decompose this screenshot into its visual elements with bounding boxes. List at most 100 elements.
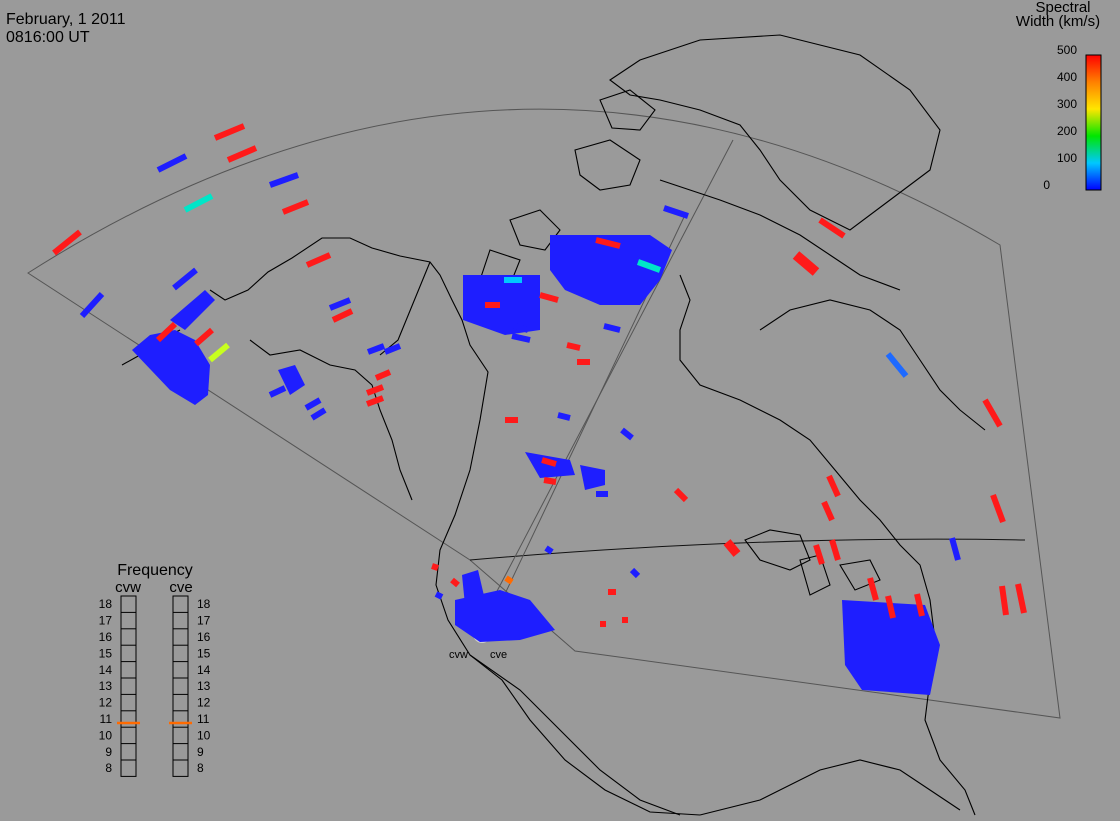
scatter-cell: [268, 385, 287, 398]
color-tick: 100: [1057, 151, 1077, 165]
frequency-scale-label: 13: [197, 679, 211, 693]
scatter-cell: [620, 427, 634, 441]
scatter-cell: [673, 487, 689, 503]
scatter-cell: [268, 172, 300, 188]
scatter-patch: [170, 290, 215, 330]
scatter-cell: [511, 333, 531, 343]
color-tick: 300: [1057, 97, 1077, 111]
scatter-cell: [792, 251, 820, 276]
scatter-cell: [557, 412, 571, 421]
color-legend-title: Spectral: [1035, 0, 1090, 16]
scatter-cell: [826, 474, 841, 498]
scatter-cell: [304, 397, 322, 411]
scatter-patch: [278, 365, 305, 395]
scatter-cell: [281, 199, 310, 215]
scatter-cell: [885, 352, 909, 378]
scatter-patch: [132, 330, 210, 405]
map-time: 0816:00 UT: [6, 29, 90, 46]
frequency-scale-label: 12: [99, 696, 113, 710]
scatter-cell: [595, 237, 621, 249]
scatter-cell: [541, 457, 557, 467]
scatter-cell: [194, 327, 214, 347]
scatter-cell: [156, 153, 188, 173]
frequency-scale-label: 14: [197, 663, 211, 677]
frequency-radar-label: cve: [169, 579, 192, 596]
scatter-cell: [821, 500, 835, 522]
scatter-cell: [539, 292, 559, 303]
frequency-scale-right: 18 17 16 15 14 13 12 11 10 9 8: [197, 597, 211, 775]
frequency-scale-label: 16: [197, 630, 211, 644]
frequency-title: Frequency: [117, 562, 193, 579]
scatter-cell: [305, 252, 332, 268]
scatter-cell: [949, 537, 961, 561]
scatter-cell: [504, 575, 514, 585]
scatter-patch: [842, 600, 940, 695]
color-legend: Spectral Width (km/s) 500 400 300 200 10…: [1016, 0, 1102, 192]
frequency-scale-label: 18: [197, 597, 211, 611]
scatter-cell: [818, 217, 846, 239]
map-date: February, 1 2011: [6, 11, 126, 28]
color-tick: 400: [1057, 70, 1077, 84]
scatter-cell: [434, 591, 444, 600]
backscatter-cells: [52, 123, 1027, 695]
frequency-scale-label: 17: [99, 614, 113, 628]
frequency-scale-label: 13: [99, 679, 113, 693]
frequency-scale-label: 10: [197, 728, 211, 742]
scatter-cell: [829, 539, 841, 561]
frequency-scale-label: 9: [197, 745, 204, 759]
frequency-scale-label: 18: [99, 597, 113, 611]
scatter-cell: [208, 342, 230, 363]
scatter-patch: [463, 275, 540, 335]
scatter-cell: [365, 395, 385, 407]
frequency-scale-label: 12: [197, 696, 211, 710]
scatter-cell: [155, 321, 178, 343]
scatter-streaks: [52, 123, 1027, 627]
frequency-radar-label: cvw: [115, 579, 141, 596]
frequency-panel: Frequency cvw cve 18 17 16 15 14 13 12 11 10 9 8 1…: [99, 562, 211, 777]
frequency-scale-label: 16: [99, 630, 113, 644]
scatter-cell: [544, 545, 554, 555]
frequency-scale-label: 15: [99, 646, 113, 660]
scatter-patch: [580, 465, 605, 490]
scatter-cell: [310, 407, 327, 421]
scatter-cell: [431, 563, 439, 571]
frequency-scale-label: 10: [99, 728, 113, 742]
scatter-cell: [365, 384, 385, 396]
scatter-cell: [603, 323, 621, 333]
scatter-cell: [867, 577, 879, 601]
color-tick: 0: [1043, 178, 1050, 192]
scatter-cell: [885, 595, 896, 619]
scatter-cell: [1015, 583, 1027, 614]
frequency-scale-label: 14: [99, 663, 113, 677]
scatter-cell: [366, 343, 386, 355]
scatter-patch: [462, 570, 485, 605]
scatter-cell: [990, 493, 1006, 524]
scatter-cell: [813, 544, 825, 565]
frequency-scale-label: 8: [105, 761, 112, 775]
scatter-cell: [183, 193, 214, 213]
scatter-cell: [383, 343, 402, 355]
scatter-cell: [636, 259, 662, 273]
scatter-cell: [723, 539, 741, 557]
site-label-cve: cve: [490, 649, 507, 661]
site-label-cvw: cvw: [449, 649, 468, 661]
scatter-cell: [213, 123, 246, 141]
scatter-cell: [374, 369, 392, 381]
scatter-cell: [663, 205, 689, 219]
frequency-scale-label: 8: [197, 761, 204, 775]
scatter-cell: [543, 477, 557, 485]
color-bar: [1085, 54, 1102, 191]
scatter-cell: [511, 322, 529, 333]
scatter-cell: [79, 291, 105, 319]
scatter-cell: [566, 342, 581, 351]
scatter-cell: [450, 577, 460, 588]
frequency-scale-label: 11: [100, 712, 113, 726]
scatter-cell: [52, 229, 82, 256]
scatter-cell: [172, 267, 198, 291]
frequency-scale-label: 15: [197, 646, 211, 660]
frequency-scale-label: 17: [197, 614, 211, 628]
scatter-patch: [455, 590, 555, 642]
scatter-cell: [914, 593, 925, 617]
color-tick: 500: [1057, 43, 1077, 57]
